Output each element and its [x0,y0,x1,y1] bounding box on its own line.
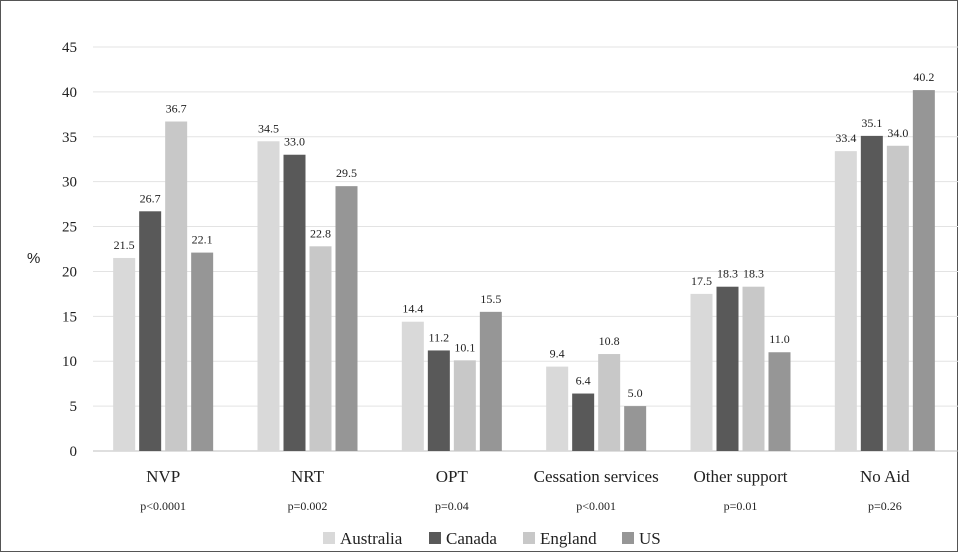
bar-england-1 [309,246,332,451]
legend-label-canada: Canada [446,529,497,548]
data-label: 5.0 [628,386,643,400]
legend-label-england: England [540,529,597,548]
category-label: NRT [291,467,325,486]
data-label: 36.7 [166,102,187,116]
p-value-label: p=0.04 [435,499,469,513]
data-label: 14.4 [402,302,423,316]
data-label: 33.4 [835,131,856,145]
category-label: Other support [694,467,788,486]
bar-canada-0 [139,211,162,451]
y-tick-label: 30 [62,175,77,191]
p-value-label: p=0.002 [288,499,328,513]
bar-us-2 [479,311,502,451]
data-label: 10.1 [454,340,475,354]
y-tick-label: 5 [70,399,78,415]
y-tick-label: 10 [62,354,77,370]
bars [113,90,935,452]
data-label: 21.5 [114,238,135,252]
category-labels: NVP NRT OPT Cessation services Other support… [146,467,910,486]
p-value-label: p<0.0001 [140,499,186,513]
data-label: 34.5 [258,121,279,135]
data-label: 17.5 [691,274,712,288]
y-tick-label: 35 [62,130,77,146]
bar-canada-2 [427,350,450,451]
y-tick-label: 0 [70,444,78,460]
y-axis-label: % [27,250,40,267]
p-value-label: p=0.26 [868,499,902,513]
data-label: 18.3 [717,267,738,281]
bar-australia-3 [546,366,569,451]
bar-australia-1 [257,141,280,451]
category-label: OPT [436,467,469,486]
data-labels: 21.5 26.7 36.7 22.1 34.5 33.0 22.8 29.5 14.4 11.2… [114,70,935,400]
legend-label-us: US [639,529,661,548]
data-label: 34.0 [887,126,908,140]
bar-us-5 [912,90,935,452]
bar-us-0 [191,252,214,451]
bar-england-2 [453,360,476,451]
bar-canada-5 [860,135,883,451]
gridlines [93,46,958,452]
y-tick-label: 20 [62,264,77,280]
category-label: NVP [146,467,180,486]
bar-england-0 [165,121,188,451]
data-label: 11.0 [769,332,790,346]
y-tick-label: 15 [62,309,77,325]
data-label: 22.1 [192,233,213,247]
p-value-labels: p<0.0001 p=0.002 p=0.04 p<0.001 p=0.01 p=0.26 [140,499,901,513]
category-label: Cessation services [534,467,659,486]
bar-australia-4 [690,293,713,451]
data-label: 29.5 [336,166,357,180]
data-label: 33.0 [284,135,305,149]
bar-england-5 [886,145,909,451]
bar-england-3 [598,354,621,451]
data-label: 9.4 [550,347,565,361]
y-tick-label: 40 [62,85,77,101]
legend-swatch-australia [323,532,335,544]
y-tick-label: 25 [62,220,77,236]
data-label: 11.2 [429,330,450,344]
y-axis-ticks: 0 5 10 15 20 25 30 35 40 45 [62,40,77,460]
category-label: No Aid [860,467,910,486]
bar-us-1 [335,186,358,451]
p-value-label: p=0.01 [724,499,758,513]
legend-swatch-england [523,532,535,544]
bar-australia-2 [401,321,424,451]
data-label: 22.8 [310,226,331,240]
p-value-label: p<0.001 [576,499,616,513]
data-label: 18.3 [743,267,764,281]
bar-us-4 [768,352,791,451]
bar-canada-1 [283,154,306,451]
bar-australia-5 [834,151,857,452]
bar-us-3 [624,406,647,451]
data-label: 15.5 [480,292,501,306]
data-label: 40.2 [913,70,934,84]
legend-swatch-us [622,532,634,544]
data-label: 26.7 [140,191,161,205]
legend-label-australia: Australia [340,529,403,548]
data-label: 35.1 [861,116,882,130]
legend: Australia Canada England US [323,529,661,548]
bar-canada-4 [716,286,739,451]
data-label: 6.4 [576,374,591,388]
bar-england-4 [742,286,765,451]
data-label: 10.8 [599,334,620,348]
bar-australia-0 [113,257,136,451]
legend-swatch-canada [429,532,441,544]
bar-canada-3 [572,393,595,451]
y-tick-label: 45 [62,40,77,56]
